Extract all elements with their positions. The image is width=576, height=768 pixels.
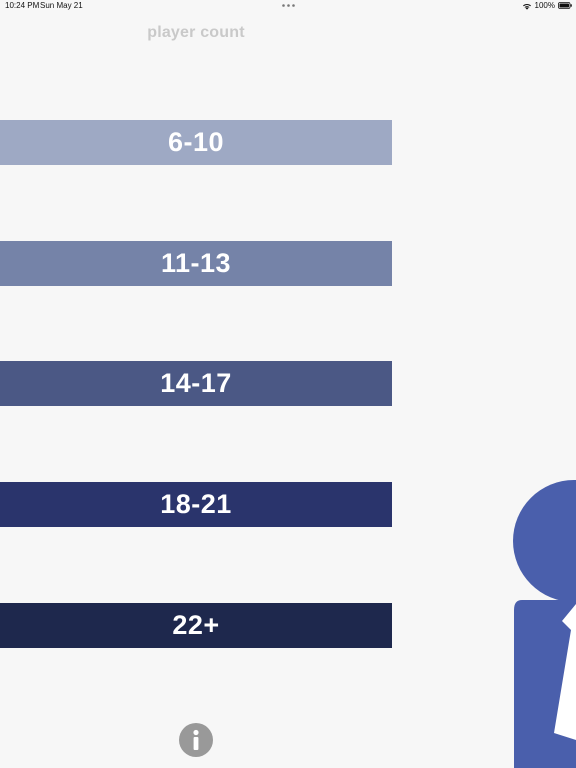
page-title: player count xyxy=(147,24,245,41)
info-icon xyxy=(193,729,199,750)
player-count-option-14-17[interactable]: 14-17 xyxy=(0,361,392,406)
player-count-option-22-plus[interactable]: 22+ xyxy=(0,603,392,648)
player-count-option-6-10[interactable]: 6-10 xyxy=(0,120,392,165)
status-time: 10:24 PM xyxy=(5,1,40,10)
player-count-option-11-13[interactable]: 11-13 xyxy=(0,241,392,286)
status-indicators: 100% xyxy=(522,1,572,10)
status-date: Sun May 21 xyxy=(40,1,83,10)
player-figure-icon xyxy=(512,478,576,768)
battery-percent: 100% xyxy=(534,1,555,10)
wifi-icon xyxy=(522,3,531,10)
battery-icon xyxy=(558,2,572,9)
status-bar: 10:24 PM Sun May 21 100% xyxy=(0,0,576,12)
player-count-option-18-21[interactable]: 18-21 xyxy=(0,482,392,527)
info-button[interactable] xyxy=(179,723,213,757)
multitasking-dots-icon[interactable] xyxy=(282,4,295,7)
